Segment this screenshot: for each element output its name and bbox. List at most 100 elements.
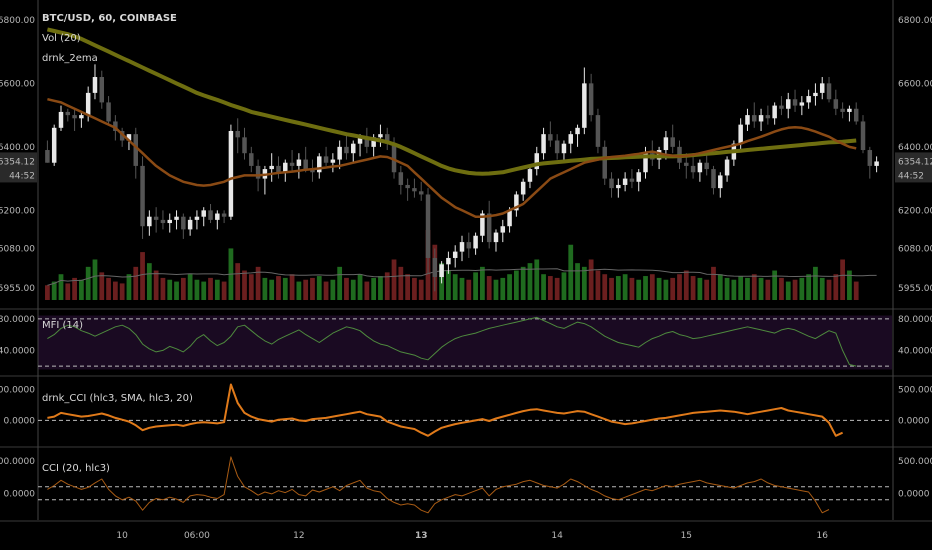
mfi-left-tick: 80.0000	[0, 315, 35, 325]
volume-bar	[717, 274, 723, 300]
volume-bar	[167, 279, 173, 300]
last-price-tag	[895, 152, 932, 183]
volume-bar	[711, 266, 716, 300]
volume-bar	[466, 279, 472, 300]
volume-bar	[493, 279, 499, 300]
volume-bar	[194, 279, 200, 300]
axes: 6800.00 6800.00 6600.00 6600.00 6400.00 6400.…	[0, 16, 932, 541]
candle-body	[276, 165, 281, 173]
candle-body	[616, 184, 621, 189]
mfi-pane[interactable]	[38, 316, 892, 367]
price-candles[interactable]	[45, 64, 879, 292]
pane-backgrounds	[0, 0, 932, 522]
mfi-right-tick: 80.0000	[898, 315, 932, 325]
volume-bar	[629, 277, 635, 300]
price-right-tick: 5955.00	[898, 284, 932, 294]
volume-bar	[847, 270, 852, 300]
price-right-tick: 6800.00	[898, 16, 932, 26]
candle-body	[405, 184, 410, 189]
volume-bar	[704, 279, 710, 300]
candle-body	[85, 92, 91, 116]
volume-bar	[364, 281, 370, 300]
candle-body	[79, 115, 84, 119]
volume-bar	[126, 274, 132, 300]
volume-bar	[547, 276, 553, 300]
volume-bar	[180, 277, 186, 300]
candle-body	[541, 134, 546, 154]
candle-body	[133, 134, 138, 166]
volume-bar	[289, 274, 295, 300]
volume-bar	[405, 274, 411, 300]
volume-bar	[581, 266, 587, 300]
volume-bar	[554, 277, 560, 300]
volume-bar	[656, 277, 662, 300]
volume-bar	[500, 277, 506, 300]
candle-body	[704, 162, 709, 170]
candle-body	[561, 143, 567, 154]
volume-bar	[235, 263, 241, 300]
candle-body	[609, 178, 614, 189]
candle-body	[847, 108, 852, 112]
candle-body	[242, 137, 247, 154]
volume-bar	[140, 252, 145, 300]
candle-body	[520, 181, 526, 195]
volume-bar	[731, 279, 737, 300]
candle-body	[636, 172, 641, 182]
candle-body	[568, 134, 573, 144]
volume-bar	[724, 277, 730, 300]
candle-body	[466, 242, 472, 249]
candle-body	[684, 162, 689, 166]
volume-bar	[344, 277, 349, 300]
price-left-tick: 6200.00	[0, 206, 35, 216]
drnk-cci-right-tick: 500.0000	[898, 385, 932, 395]
drnk-pane-line	[47, 383, 844, 437]
volume-bar	[398, 266, 404, 300]
x-tick-label: 10	[116, 531, 128, 541]
candle-body	[643, 153, 648, 173]
volume-bar	[833, 274, 839, 300]
drnk-cci-left-tick: 500.0000	[0, 385, 35, 395]
candle-body	[548, 134, 553, 141]
drnk-cci-pane[interactable]	[38, 383, 892, 437]
candle-body	[147, 216, 152, 227]
volume-bar	[310, 277, 315, 300]
volume-bar	[391, 259, 397, 300]
candle-body	[92, 77, 98, 93]
candle-body	[819, 83, 825, 93]
candle-body	[65, 111, 71, 116]
candle-body	[853, 108, 859, 122]
candle-body	[554, 140, 560, 154]
volume-bar	[99, 272, 105, 300]
volume-bar	[609, 277, 614, 300]
candle-body	[201, 210, 206, 217]
volume-bar	[316, 276, 322, 300]
candle-body	[425, 194, 431, 258]
candle-body	[208, 210, 213, 220]
volume-bar	[588, 259, 594, 300]
candle-body	[303, 159, 308, 170]
volume-bar	[452, 274, 458, 300]
candle-body	[663, 137, 669, 151]
volume-bar	[765, 279, 771, 300]
volume-bar	[643, 276, 648, 300]
volume-bar	[813, 266, 818, 300]
candle-body	[296, 159, 302, 166]
price-right-tick: 6400.00	[898, 143, 932, 153]
cci-legend: CCI (20, hlc3)	[42, 463, 110, 474]
candle-body	[588, 83, 594, 116]
volume-bar	[58, 274, 64, 300]
volume-bar	[636, 279, 642, 300]
candle-body	[452, 251, 458, 258]
candle-body	[187, 219, 193, 230]
volume-bar	[323, 281, 329, 300]
drnk-cci-legend: drnk_CCI (hlc3, SMA, hlc3, 20)	[42, 393, 193, 404]
last-price-label: 6354.12	[898, 157, 932, 167]
candle-body	[527, 169, 533, 182]
candle-body	[126, 134, 132, 141]
candle-body	[140, 165, 145, 227]
volume-bar	[758, 277, 764, 300]
candle-body	[228, 130, 234, 217]
candle-body	[595, 115, 601, 147]
cci-pane[interactable]	[38, 456, 892, 514]
